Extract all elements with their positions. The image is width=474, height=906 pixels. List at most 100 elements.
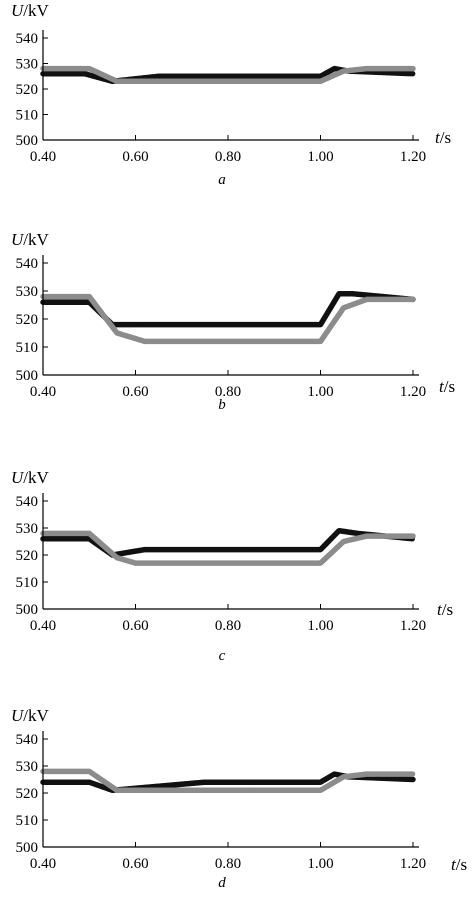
x-tick-label: 0.40 bbox=[30, 618, 56, 634]
data-point-gray bbox=[365, 297, 369, 301]
y-tick-label: 530 bbox=[16, 759, 39, 775]
data-point-gray bbox=[115, 788, 119, 792]
x-tick-label: 0.40 bbox=[30, 856, 56, 872]
data-point-black bbox=[337, 529, 341, 533]
x-axis-label-var: t bbox=[437, 600, 443, 619]
data-point-gray bbox=[365, 67, 369, 71]
x-axis-label-var: t bbox=[435, 128, 441, 147]
data-point-black bbox=[83, 72, 87, 76]
x-axis-label-unit: /s bbox=[456, 855, 467, 874]
y-tick-label: 530 bbox=[16, 521, 39, 537]
y-tick-label: 520 bbox=[16, 312, 39, 328]
chart-panel-a: 500 510 520 530 540 0.40 0.60 0.80 1.00 1.20 U/kV t… bbox=[11, 1, 451, 188]
y-axis-label-unit: /kV bbox=[23, 706, 49, 725]
y-axis-label: U/kV bbox=[11, 706, 50, 725]
y-tick-label: 520 bbox=[16, 786, 39, 802]
data-point-black bbox=[337, 292, 341, 296]
x-axis-label-unit: /s bbox=[440, 128, 451, 147]
data-point-gray bbox=[143, 788, 147, 792]
data-point-gray bbox=[87, 769, 91, 774]
data-point-gray bbox=[318, 339, 323, 343]
series-core-black bbox=[43, 529, 414, 557]
x-tick-label: 0.40 bbox=[30, 149, 56, 165]
data-point-gray bbox=[411, 534, 415, 538]
y-axis-label-var: U bbox=[11, 1, 25, 20]
y-tick-label: 520 bbox=[16, 548, 39, 564]
data-point-gray bbox=[133, 561, 138, 565]
data-point-gray bbox=[318, 561, 323, 565]
data-point-black bbox=[332, 772, 336, 776]
panel-caption: c bbox=[219, 648, 226, 664]
x-tick-label: 1.00 bbox=[307, 149, 333, 165]
x-tick-label: 0.60 bbox=[122, 149, 148, 165]
x-tick-label: 1.20 bbox=[400, 618, 426, 634]
data-point-gray bbox=[318, 79, 323, 83]
data-point-black bbox=[351, 292, 355, 296]
x-axis-label-unit: /s bbox=[442, 600, 453, 619]
data-point-gray bbox=[342, 306, 346, 310]
data-point-gray bbox=[87, 531, 91, 536]
y-axis-label-unit: /kV bbox=[23, 468, 49, 487]
y-tick-label: 510 bbox=[16, 813, 39, 829]
data-point-black bbox=[87, 537, 91, 541]
data-point-gray bbox=[411, 67, 415, 71]
y-axis-label: U/kV bbox=[11, 468, 50, 487]
y-axis-label-var: U bbox=[11, 230, 25, 249]
data-point-black bbox=[157, 74, 161, 78]
data-point-black bbox=[411, 777, 415, 782]
x-tick-label: 1.20 bbox=[400, 384, 426, 400]
y-tick-label: 540 bbox=[16, 31, 39, 47]
x-axis-label: t/s bbox=[435, 128, 451, 147]
y-tick-label: 530 bbox=[16, 57, 39, 73]
y-tick-label: 500 bbox=[16, 840, 39, 856]
data-point-black bbox=[143, 548, 147, 552]
data-point-gray bbox=[342, 69, 346, 73]
y-axis-label-var: U bbox=[11, 706, 25, 725]
series-core-gray bbox=[43, 67, 413, 83]
x-tick-label: 0.60 bbox=[122, 384, 148, 400]
x-tick-label: 1.20 bbox=[400, 149, 426, 165]
data-point-gray bbox=[342, 775, 346, 779]
x-axis-label: t/s bbox=[451, 855, 467, 874]
x-tick-label: 0.60 bbox=[122, 856, 148, 872]
data-point-black bbox=[318, 780, 323, 784]
x-tick-label: 1.00 bbox=[307, 384, 333, 400]
x-tick-label: 0.80 bbox=[215, 618, 241, 634]
series-core-gray bbox=[43, 532, 413, 565]
y-axis-label-var: U bbox=[11, 468, 25, 487]
data-point-black bbox=[318, 323, 323, 327]
y-tick-label: 510 bbox=[16, 575, 39, 591]
y-tick-label: 540 bbox=[16, 256, 39, 272]
data-point-gray bbox=[411, 772, 415, 776]
data-point-gray bbox=[87, 295, 91, 299]
data-point-black bbox=[332, 67, 336, 71]
x-tick-label: 0.60 bbox=[122, 618, 148, 634]
y-axis-label: U/kV bbox=[11, 230, 50, 249]
y-tick-label: 500 bbox=[16, 602, 39, 618]
panel-caption: a bbox=[218, 172, 226, 188]
x-tick-label: 1.00 bbox=[307, 618, 333, 634]
x-tick-label: 0.80 bbox=[215, 149, 241, 165]
panel-caption: d bbox=[218, 875, 226, 891]
y-tick-label: 540 bbox=[16, 494, 39, 510]
data-point-gray bbox=[157, 79, 161, 83]
data-point-black bbox=[355, 531, 360, 536]
data-point-gray bbox=[318, 788, 323, 792]
data-point-gray bbox=[115, 556, 119, 560]
data-point-black bbox=[411, 72, 415, 76]
x-tick-label: 1.20 bbox=[400, 856, 426, 872]
x-axis-label: t/s bbox=[437, 600, 453, 619]
data-point-black bbox=[87, 780, 91, 784]
data-point-gray bbox=[143, 339, 147, 343]
y-tick-label: 510 bbox=[16, 108, 39, 124]
series-core-gray bbox=[43, 295, 413, 343]
y-tick-label: 500 bbox=[16, 368, 39, 384]
data-point-black bbox=[203, 780, 207, 784]
data-point-gray bbox=[87, 67, 91, 71]
x-axis-label-var: t bbox=[451, 855, 457, 874]
x-axis-label-unit: /s bbox=[444, 377, 455, 396]
data-point-gray bbox=[411, 297, 415, 301]
data-point-black bbox=[133, 323, 138, 327]
series-core-gray bbox=[43, 770, 413, 792]
